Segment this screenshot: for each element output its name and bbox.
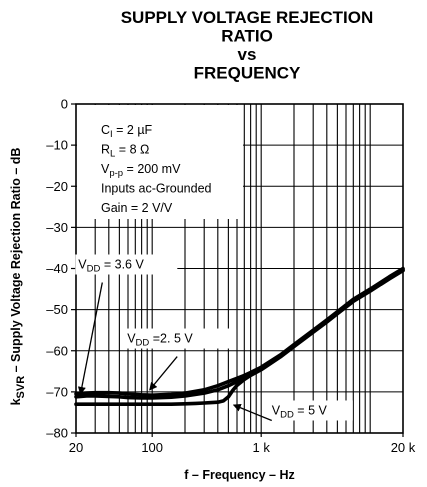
x-tick-label: 100 [141, 440, 163, 455]
condition-line: Vp-p = 200 mV [101, 162, 181, 179]
annotation-backdrop [124, 328, 237, 349]
series-annotation: VDD = 5 V [272, 403, 328, 420]
annotation-arrow [149, 356, 178, 391]
title-line: SUPPLY VOLTAGE REJECTION [121, 8, 374, 27]
annotation-arrow [77, 282, 103, 395]
y-tick-label: 0 [61, 97, 68, 112]
condition-line: Gain = 2 V/V [101, 201, 173, 215]
y-tick-label: –30 [46, 220, 68, 235]
series-annotation: VDD = 3.6 V [78, 258, 144, 275]
condition-line: CI = 2 µF [101, 123, 153, 140]
condition-line: RL = 8 Ω [101, 143, 149, 160]
x-tick-label: 1 k [253, 440, 271, 455]
x-axis-label: f – Frequency – Hz [184, 468, 294, 482]
y-tick-label: –20 [46, 179, 68, 194]
series-line-2 [74, 268, 405, 406]
y-tick-label: –40 [46, 261, 68, 276]
title-line: FREQUENCY [194, 64, 301, 83]
y-axis-ticks: 0 –10 –20 –30 –40 –50 –60 –70 –80 [46, 97, 76, 441]
x-tick-label: 20 k [391, 440, 416, 455]
x-axis-ticks: 20 100 1 k 20 k [69, 433, 416, 455]
x-tick-label: 20 [69, 440, 83, 455]
conditions-panel [77, 105, 243, 219]
series-annotation: VDD =2. 5 V [127, 332, 193, 349]
series-lines [74, 266, 405, 406]
title-line: vs [238, 45, 257, 64]
y-tick-label: –60 [46, 343, 68, 358]
y-tick-label: –80 [46, 426, 68, 441]
annotation-arrow [232, 403, 272, 422]
test-conditions: CI = 2 µF RL = 8 Ω Vp-p = 200 mV Inputs ac-… [101, 123, 212, 215]
y-axis-label: kSVR – Supply Voltage Rejection Ratio – … [9, 148, 27, 406]
title-line: RATIO [221, 27, 273, 46]
y-tick-label: –70 [46, 384, 68, 399]
annotation-backdrop [268, 400, 353, 421]
condition-line: Inputs ac-Grounded [101, 182, 212, 196]
y-tick-label: –50 [46, 302, 68, 317]
y-tick-label: –10 [46, 138, 68, 153]
series-annotations: VDD = 3.6 V VDD =2. 5 V VDD = 5 V [75, 254, 353, 422]
annotation-backdrop [75, 254, 178, 275]
